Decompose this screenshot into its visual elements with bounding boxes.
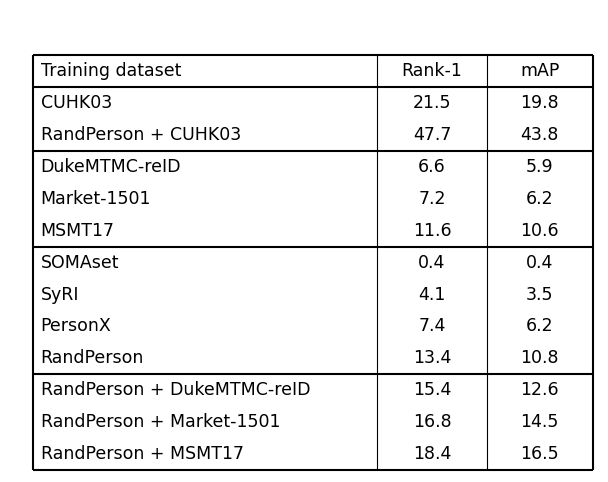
Text: 6.2: 6.2 — [526, 318, 553, 335]
Text: mAP: mAP — [520, 62, 559, 80]
Text: CUHK03: CUHK03 — [41, 94, 112, 112]
Text: 3.5: 3.5 — [526, 285, 553, 304]
Text: 15.4: 15.4 — [413, 381, 451, 399]
Text: 11.6: 11.6 — [413, 222, 451, 240]
Text: Market-1501: Market-1501 — [41, 190, 151, 208]
Text: SOMAset: SOMAset — [41, 254, 119, 272]
Text: 19.8: 19.8 — [520, 94, 559, 112]
Text: MSMT17: MSMT17 — [41, 222, 115, 240]
Text: 18.4: 18.4 — [413, 445, 451, 463]
Text: RandPerson + MSMT17: RandPerson + MSMT17 — [41, 445, 244, 463]
Text: 43.8: 43.8 — [520, 126, 559, 144]
Text: RandPerson + CUHK03: RandPerson + CUHK03 — [41, 126, 241, 144]
Text: 4.1: 4.1 — [418, 285, 446, 304]
Text: Training dataset: Training dataset — [41, 62, 181, 80]
Text: 0.4: 0.4 — [526, 254, 553, 272]
Text: 47.7: 47.7 — [413, 126, 451, 144]
Text: 13.4: 13.4 — [413, 349, 451, 367]
Text: DukeMTMC-reID: DukeMTMC-reID — [41, 158, 181, 176]
Text: PersonX: PersonX — [41, 318, 111, 335]
Text: 16.5: 16.5 — [520, 445, 559, 463]
Text: 10.8: 10.8 — [520, 349, 559, 367]
Text: 6.6: 6.6 — [418, 158, 446, 176]
Text: Rank-1: Rank-1 — [401, 62, 463, 80]
Text: RandPerson + Market-1501: RandPerson + Market-1501 — [41, 413, 280, 431]
Text: 7.2: 7.2 — [418, 190, 446, 208]
Text: RandPerson: RandPerson — [41, 349, 144, 367]
Text: 7.4: 7.4 — [418, 318, 446, 335]
Text: 6.2: 6.2 — [526, 190, 553, 208]
Text: 14.5: 14.5 — [520, 413, 559, 431]
Text: 5.9: 5.9 — [526, 158, 553, 176]
Text: 16.8: 16.8 — [413, 413, 451, 431]
Text: SyRI: SyRI — [41, 285, 79, 304]
Text: 10.6: 10.6 — [520, 222, 559, 240]
Text: RandPerson + DukeMTMC-reID: RandPerson + DukeMTMC-reID — [41, 381, 310, 399]
Text: 21.5: 21.5 — [413, 94, 451, 112]
Text: 0.4: 0.4 — [418, 254, 446, 272]
Text: 12.6: 12.6 — [520, 381, 559, 399]
